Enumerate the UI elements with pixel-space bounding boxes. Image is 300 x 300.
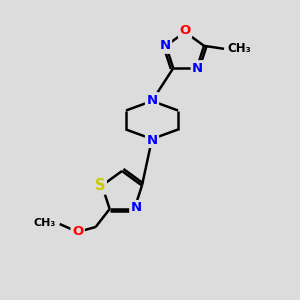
Text: CH₃: CH₃ (227, 42, 251, 55)
Text: N: N (192, 62, 203, 75)
Text: O: O (179, 24, 191, 37)
Text: N: N (146, 134, 158, 146)
Text: N: N (159, 39, 170, 52)
Text: O: O (72, 226, 83, 238)
Text: N: N (131, 202, 142, 214)
Text: S: S (95, 178, 105, 193)
Text: N: N (146, 94, 158, 106)
Text: CH₃: CH₃ (33, 218, 56, 228)
